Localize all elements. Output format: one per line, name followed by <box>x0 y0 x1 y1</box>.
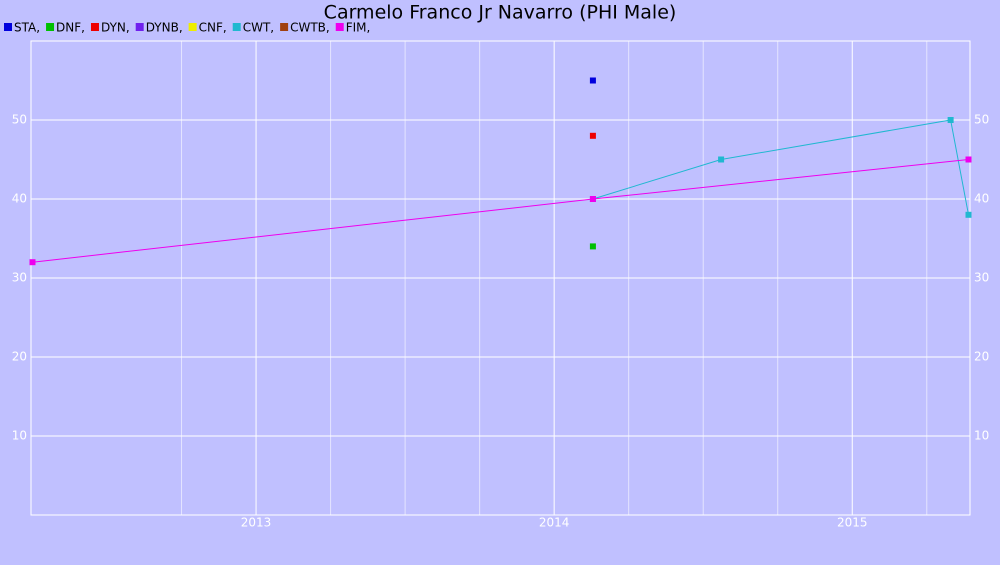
point <box>29 259 36 266</box>
y-tick-label: 30 <box>12 271 27 285</box>
y-tick-label-right: 20 <box>974 350 989 364</box>
legend-swatch <box>46 23 55 31</box>
x-tick-label: 2014 <box>539 516 570 530</box>
y-tick-label-right: 10 <box>974 429 989 443</box>
point <box>589 77 596 84</box>
x-tick-label: 2015 <box>837 516 868 530</box>
series-line <box>592 119 970 215</box>
legend-swatch <box>90 23 99 31</box>
legend-label: CNF, <box>199 21 227 35</box>
legend-label: FIM, <box>346 21 371 35</box>
legend-label: DYN, <box>101 21 130 35</box>
y-tick-label-right: 30 <box>974 271 989 285</box>
legend-swatch <box>4 23 12 31</box>
y-tick-label-right: 50 <box>974 113 989 127</box>
y-tick-label-right: 40 <box>974 192 989 206</box>
point <box>718 156 725 163</box>
point <box>947 117 954 123</box>
legend-label: CWT, <box>243 21 274 35</box>
y-tick-label: 40 <box>12 192 27 206</box>
plot-frame <box>30 40 971 516</box>
point <box>589 196 596 202</box>
legend-swatch <box>188 23 197 31</box>
legend-swatch <box>280 23 289 31</box>
y-tick-label: 50 <box>12 113 27 127</box>
legend-label: STA, <box>14 21 40 35</box>
x-tick-label: 2013 <box>241 516 272 530</box>
legend-label: DYNB, <box>146 21 183 35</box>
legend-label: CWTB, <box>290 21 330 35</box>
legend-swatch <box>135 23 144 31</box>
legend-swatch <box>232 23 241 31</box>
legend-label: DNF, <box>56 21 85 35</box>
legend-swatch <box>335 23 344 31</box>
y-tick-label: 20 <box>12 350 27 364</box>
point <box>965 211 972 218</box>
point <box>965 156 972 163</box>
y-tick-label: 10 <box>12 429 27 443</box>
chart-title: Carmelo Franco Jr Navarro (PHI Male) <box>324 2 677 24</box>
point <box>589 243 596 250</box>
point <box>589 132 596 139</box>
